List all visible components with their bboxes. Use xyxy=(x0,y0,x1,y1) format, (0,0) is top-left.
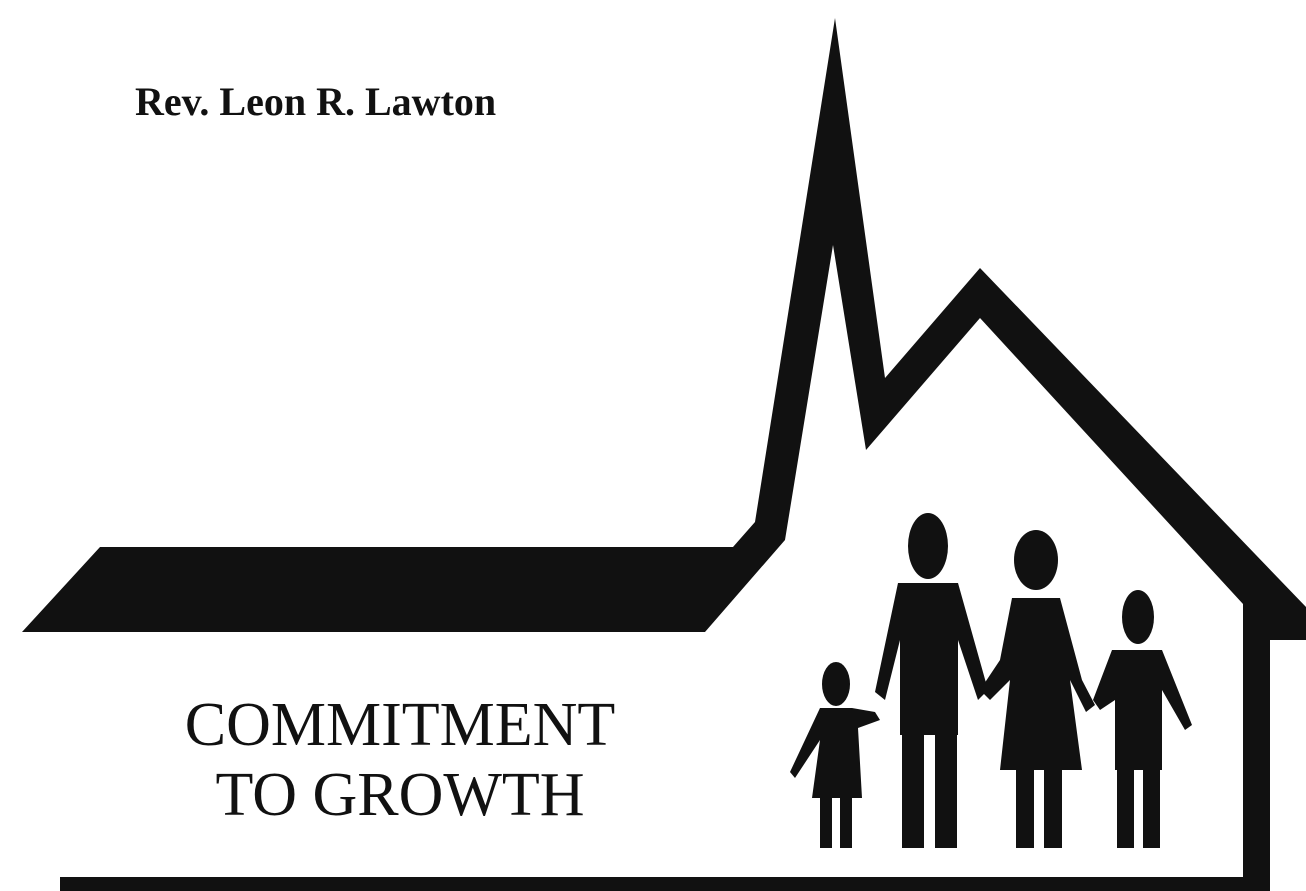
cover: Rev. Leon R. Lawton COMMITMENT TO GROWTH xyxy=(0,0,1306,891)
author: Rev. Leon R. Lawton xyxy=(135,79,496,124)
title-line: TO GROWTH xyxy=(215,761,584,829)
ground-line xyxy=(60,877,1270,891)
page: Rev. Leon R. Lawton COMMITMENT TO GROWTH… xyxy=(0,0,1306,891)
family xyxy=(790,513,1192,848)
title-line: COMMITMENT xyxy=(185,691,616,759)
